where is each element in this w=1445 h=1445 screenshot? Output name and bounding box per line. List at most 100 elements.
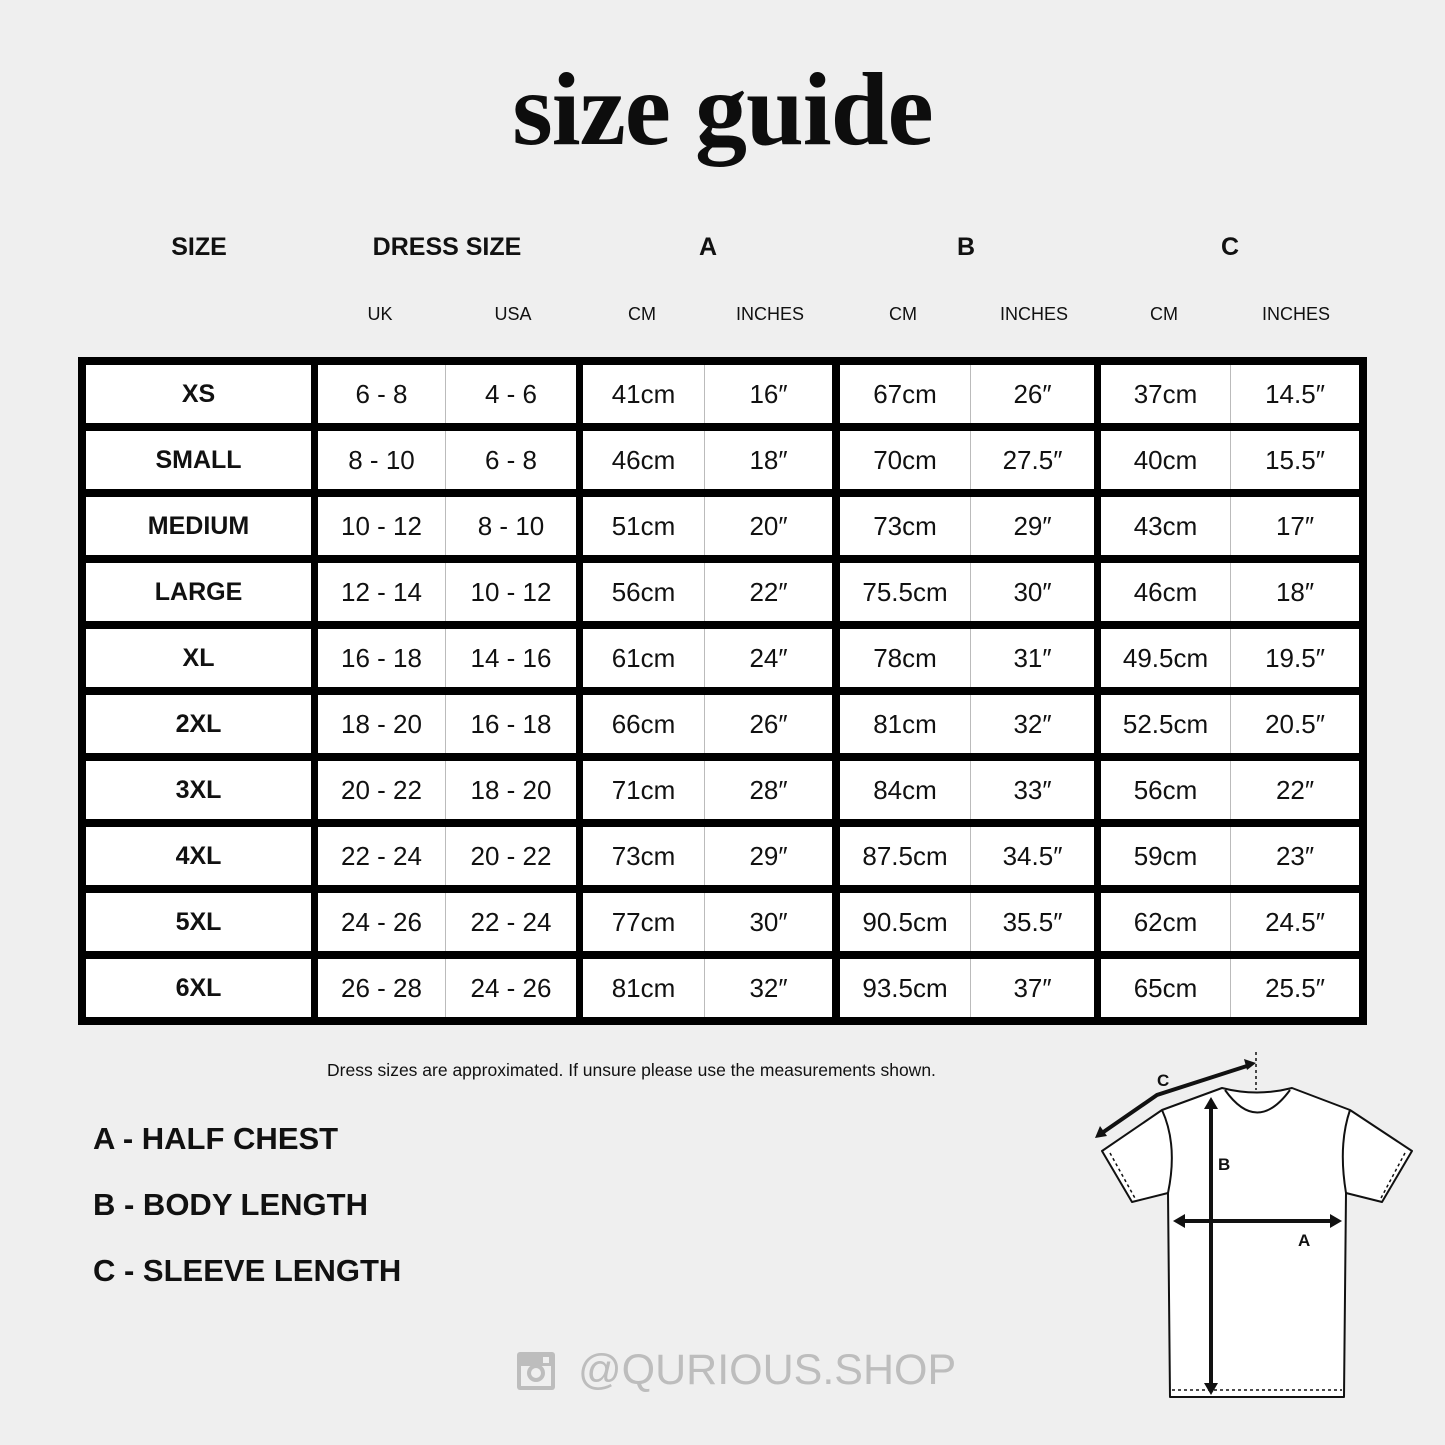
cell-uk: 6 - 8 — [318, 365, 445, 423]
cell-c-cm: 62cm — [1101, 893, 1230, 951]
column-divider — [1230, 497, 1231, 555]
column-border — [832, 959, 840, 1017]
column-border — [576, 563, 583, 621]
column-border — [576, 497, 583, 555]
cell-c-cm: 46cm — [1101, 563, 1230, 621]
column-divider — [445, 761, 446, 819]
column-divider — [970, 893, 971, 951]
table-row: 2XL 18 - 20 16 - 18 66cm 26″ 81cm 32″ 52.5cm 20.… — [86, 695, 1359, 753]
cell-uk: 16 - 18 — [318, 629, 445, 687]
column-border — [576, 365, 583, 423]
cell-c-cm: 59cm — [1101, 827, 1230, 885]
column-divider — [704, 761, 705, 819]
column-divider — [704, 497, 705, 555]
column-divider — [1230, 959, 1231, 1017]
cell-c-inches: 14.5″ — [1231, 365, 1359, 423]
column-border — [1094, 365, 1101, 423]
column-divider — [445, 827, 446, 885]
cell-c-inches: 15.5″ — [1231, 431, 1359, 489]
cell-a-inches: 20″ — [705, 497, 832, 555]
cell-c-cm: 40cm — [1101, 431, 1230, 489]
column-border — [832, 827, 840, 885]
column-border — [311, 893, 318, 951]
column-border — [1094, 695, 1101, 753]
subheader-c-inches: INCHES — [1261, 304, 1331, 324]
column-border — [1094, 959, 1101, 1017]
cell-uk: 24 - 26 — [318, 893, 445, 951]
subheader-uk: UK — [367, 304, 393, 324]
cell-uk: 20 - 22 — [318, 761, 445, 819]
cell-b-inches: 37″ — [971, 959, 1094, 1017]
cell-b-cm: 67cm — [840, 365, 970, 423]
column-border — [1094, 629, 1101, 687]
column-divider — [970, 563, 971, 621]
cell-uk: 8 - 10 — [318, 431, 445, 489]
table-row: XL 16 - 18 14 - 16 61cm 24″ 78cm 31″ 49.5cm 19.5… — [86, 629, 1359, 687]
cell-c-inches: 17″ — [1231, 497, 1359, 555]
column-divider — [445, 563, 446, 621]
cell-usa: 4 - 6 — [446, 365, 576, 423]
cell-b-inches: 26″ — [971, 365, 1094, 423]
column-border — [576, 629, 583, 687]
column-border — [311, 629, 318, 687]
column-border — [832, 695, 840, 753]
column-border — [311, 365, 318, 423]
column-border — [832, 563, 840, 621]
instagram-icon — [517, 1352, 555, 1390]
column-border — [1094, 497, 1101, 555]
cell-b-cm: 75.5cm — [840, 563, 970, 621]
column-border — [576, 893, 583, 951]
column-divider — [970, 629, 971, 687]
diagram-label-c: C — [1157, 1071, 1169, 1090]
cell-a-inches: 24″ — [705, 629, 832, 687]
header-c: C — [1220, 233, 1240, 261]
cell-size: 6XL — [86, 959, 311, 1017]
cell-b-inches: 33″ — [971, 761, 1094, 819]
column-divider — [445, 959, 446, 1017]
column-divider — [704, 893, 705, 951]
column-divider — [1230, 431, 1231, 489]
column-divider — [970, 497, 971, 555]
table-row: 5XL 24 - 26 22 - 24 77cm 30″ 90.5cm 35.5″ 62cm 2… — [86, 893, 1359, 951]
cell-a-cm: 46cm — [583, 431, 704, 489]
cell-c-cm: 43cm — [1101, 497, 1230, 555]
cell-c-inches: 22″ — [1231, 761, 1359, 819]
cell-a-inches: 30″ — [705, 893, 832, 951]
subheader-b-inches: INCHES — [999, 304, 1069, 324]
column-divider — [445, 629, 446, 687]
column-border — [311, 497, 318, 555]
cell-b-cm: 84cm — [840, 761, 970, 819]
instagram-handle[interactable]: @QURIOUS.SHOP — [578, 1346, 957, 1394]
header-dress-size: DRESS SIZE — [372, 233, 522, 261]
column-divider — [704, 431, 705, 489]
column-border — [832, 761, 840, 819]
column-border — [311, 695, 318, 753]
subheader-a-cm: CM — [628, 304, 656, 324]
cell-usa: 14 - 16 — [446, 629, 576, 687]
cell-uk: 18 - 20 — [318, 695, 445, 753]
cell-b-cm: 87.5cm — [840, 827, 970, 885]
column-divider — [970, 431, 971, 489]
cell-c-inches: 24.5″ — [1231, 893, 1359, 951]
table-row: LARGE 12 - 14 10 - 12 56cm 22″ 75.5cm 30″ 46cm 1… — [86, 563, 1359, 621]
cell-b-cm: 78cm — [840, 629, 970, 687]
cell-a-cm: 73cm — [583, 827, 704, 885]
column-border — [576, 827, 583, 885]
column-border — [1094, 563, 1101, 621]
header-b: B — [956, 233, 976, 261]
cell-c-inches: 19.5″ — [1231, 629, 1359, 687]
legend-c: C - SLEEVE LENGTH — [93, 1253, 402, 1288]
cell-c-inches: 23″ — [1231, 827, 1359, 885]
column-divider — [445, 365, 446, 423]
column-border — [576, 761, 583, 819]
cell-a-cm: 56cm — [583, 563, 704, 621]
cell-usa: 22 - 24 — [446, 893, 576, 951]
column-border — [576, 431, 583, 489]
cell-b-cm: 70cm — [840, 431, 970, 489]
column-border — [311, 563, 318, 621]
cell-a-cm: 77cm — [583, 893, 704, 951]
legend-b: B - BODY LENGTH — [93, 1187, 368, 1222]
subheader-b-cm: CM — [889, 304, 917, 324]
column-divider — [970, 695, 971, 753]
